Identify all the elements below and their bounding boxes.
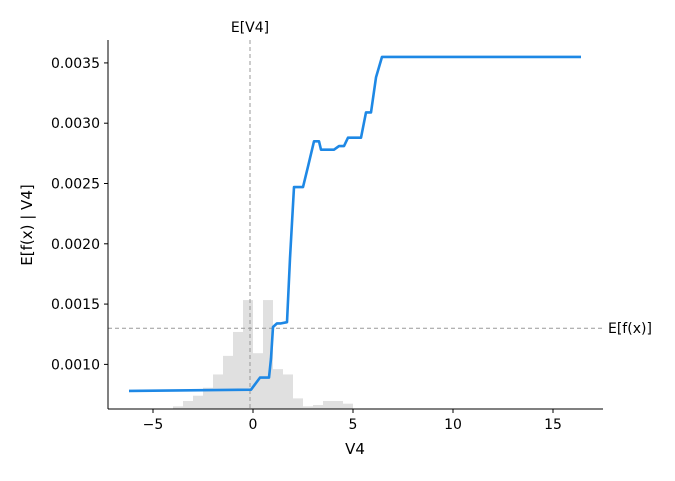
histogram-bar — [313, 405, 323, 409]
histogram-bar — [323, 401, 333, 409]
x-tick-label: 10 — [444, 417, 462, 433]
expected-x-label: E[V4] — [231, 20, 269, 36]
dependence-line-layer — [128, 55, 581, 393]
x-tick-label: 15 — [544, 417, 562, 433]
histogram-bar — [223, 355, 233, 409]
y-axis-label: E[f(x) | V4] — [18, 184, 36, 265]
histogram — [173, 300, 353, 409]
histogram-bar — [263, 300, 273, 409]
dependence-line — [128, 55, 581, 393]
y-tick-label: 0.0015 — [51, 297, 100, 313]
x-tick-label: 0 — [249, 417, 258, 433]
expected-y-label: E[f(x)] — [608, 321, 652, 337]
histogram-bar — [273, 369, 283, 409]
x-axis-label: V4 — [345, 440, 365, 458]
y-tick-label: 0.0010 — [51, 357, 100, 373]
y-tick-label: 0.0035 — [51, 56, 100, 72]
x-tick-label: −5 — [143, 417, 164, 433]
reference-lines — [108, 40, 603, 409]
axes: −5 0 5 10 15 0.0010 0.0015 0.0020 0.0025 0.0030 0.… — [51, 40, 603, 433]
histogram-bar — [303, 406, 313, 409]
histogram-bar — [283, 374, 293, 409]
x-tick-label: 5 — [349, 417, 358, 433]
histogram-bar — [233, 331, 243, 409]
histogram-bar — [213, 374, 223, 409]
histogram-bar — [173, 406, 183, 409]
y-tick-label: 0.0020 — [51, 237, 100, 253]
histogram-bar — [203, 387, 213, 409]
histogram-bar — [183, 401, 193, 409]
histogram-bar — [333, 401, 343, 409]
histogram-bar — [293, 398, 303, 409]
y-tick-label: 0.0025 — [51, 177, 100, 193]
histogram-bar — [193, 395, 203, 409]
histogram-bar — [343, 403, 353, 409]
histogram-bar — [243, 300, 253, 409]
y-tick-label: 0.0030 — [51, 116, 100, 132]
